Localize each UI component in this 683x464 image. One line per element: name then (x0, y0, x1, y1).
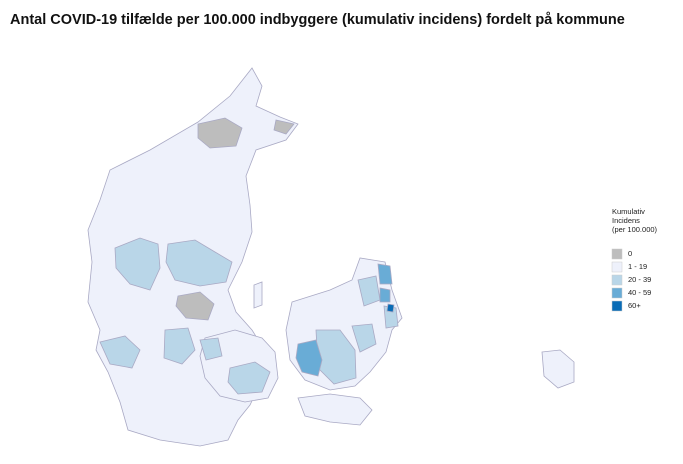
municipality (114, 237, 161, 291)
legend-label: 1 - 19 (628, 262, 647, 271)
municipality (386, 303, 395, 313)
municipality (295, 339, 323, 377)
lolland-falster (297, 393, 373, 426)
legend-title: Incidens (612, 216, 640, 225)
municipality (165, 239, 233, 287)
municipality (379, 287, 391, 303)
legend-title: Kumulativ (612, 207, 645, 216)
legend-label: 40 - 59 (628, 288, 651, 297)
municipality (99, 335, 141, 369)
legend-swatch (611, 300, 623, 312)
island (253, 281, 263, 309)
municipality (377, 263, 393, 285)
municipality (197, 117, 243, 149)
legend-title: (per 100.000) (612, 225, 658, 234)
map (87, 67, 575, 447)
municipality (273, 119, 295, 135)
legend-swatch (611, 248, 623, 260)
legend-swatch (611, 261, 623, 273)
municipality (163, 327, 196, 365)
legend-swatch (611, 274, 623, 286)
legend-swatch (611, 287, 623, 299)
municipality (351, 323, 377, 353)
bornholm (541, 349, 575, 389)
map-title: Antal COVID-19 tilfælde per 100.000 indb… (10, 12, 625, 28)
municipality (199, 337, 223, 361)
legend-label: 20 - 39 (628, 275, 651, 284)
municipality (175, 291, 215, 321)
legend-label: 60+ (628, 301, 641, 310)
municipality (227, 361, 271, 395)
legend-label: 0 (628, 249, 632, 258)
